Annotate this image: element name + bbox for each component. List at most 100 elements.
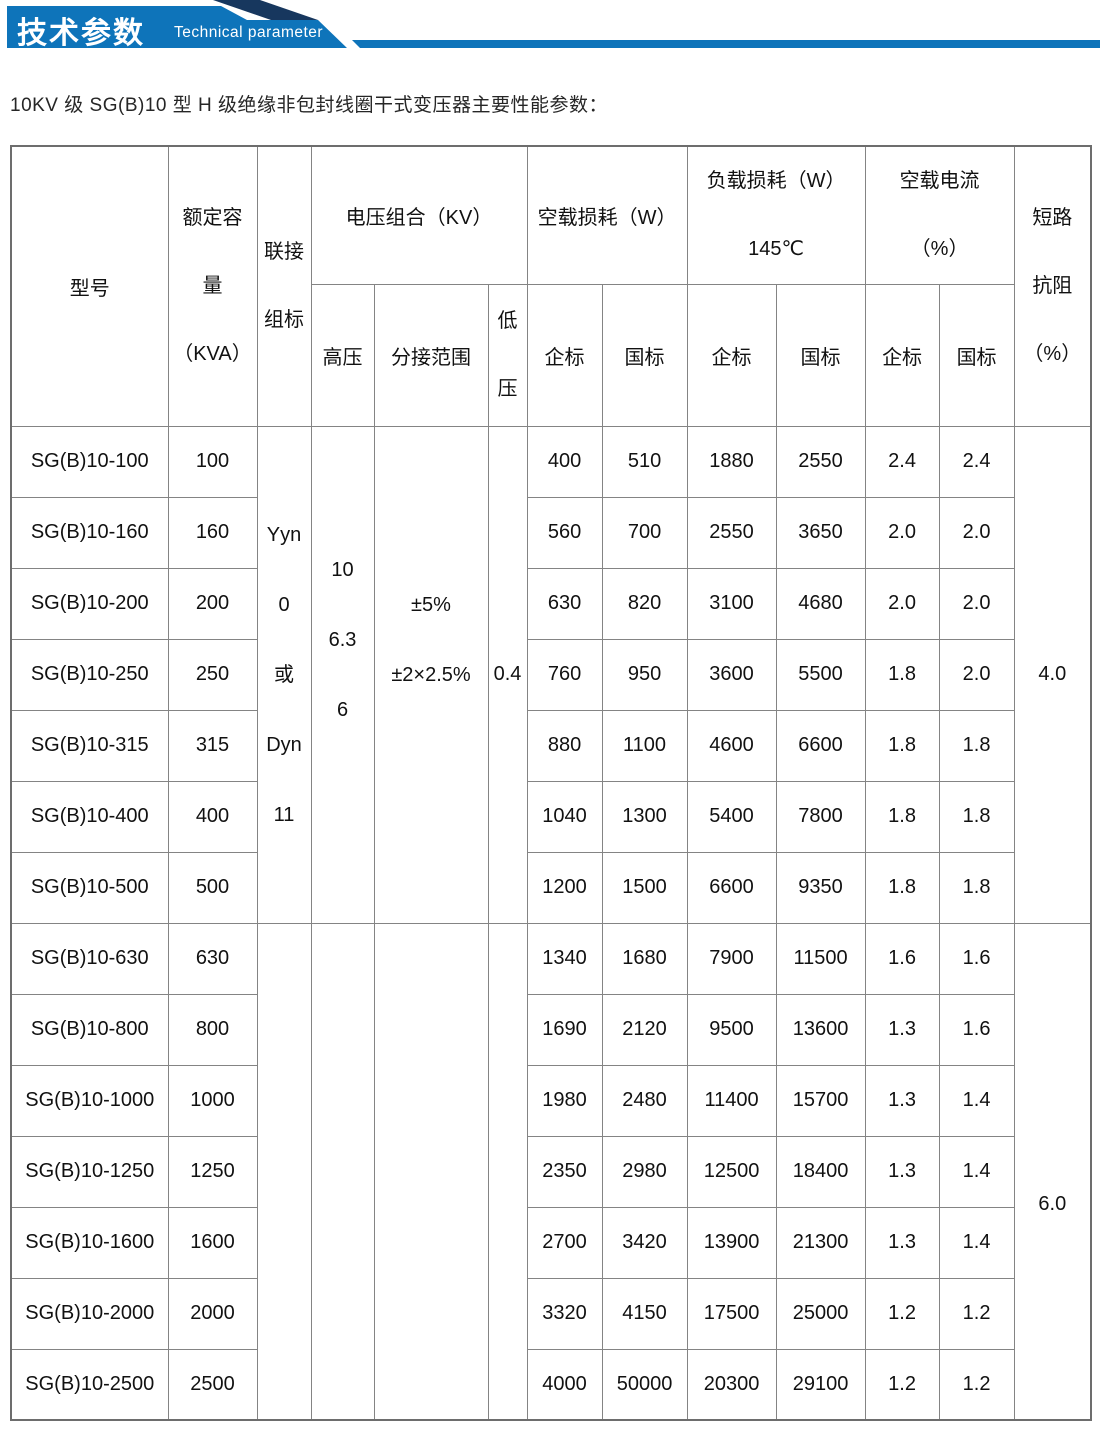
- header-nll-national: 国标: [601, 283, 688, 427]
- parameters-table: 型号 额定容 量 （KVA） 联接 组标 电压组合（KV） 空载损耗（W） 负载…: [10, 145, 1093, 1421]
- table-row: SG(B)10-2000 2000 3320 4150 17500 25000 …: [10, 1277, 1091, 1350]
- ll-national-cell: 29100: [775, 1348, 866, 1421]
- table-row: SG(B)10-500 500 1200 1500 6600 9350 1.8 …: [10, 851, 1091, 924]
- ll-national-cell: 11500: [775, 922, 866, 995]
- nll-enterprise-cell: 2350: [526, 1135, 603, 1208]
- nlc-enterprise-cell: 1.8: [864, 709, 940, 782]
- ll-enterprise-cell: 7900: [686, 922, 777, 995]
- nll-national-cell: 2980: [601, 1135, 688, 1208]
- banner-blue-tab-shape: [7, 6, 347, 48]
- hv-empty-cell: [310, 922, 375, 1421]
- header-nlc-national: 国标: [938, 283, 1015, 427]
- table-row: SG(B)10-160 160 560 700 2550 3650 2.0 2.…: [10, 496, 1091, 569]
- nlc-national-cell: 1.8: [938, 709, 1015, 782]
- nll-national-cell: 1500: [601, 851, 688, 924]
- banner-title-zh: 技术参数: [17, 17, 145, 50]
- nll-enterprise-cell: 2700: [526, 1206, 603, 1279]
- ll-enterprise-cell: 1880: [686, 425, 777, 498]
- tap-range-merged-value: ±5% ±2×2.5%: [391, 593, 471, 686]
- nlc-national-cell: 1.2: [938, 1348, 1015, 1421]
- nll-national-cell: 4150: [601, 1277, 688, 1350]
- table-row: SG(B)10-200 200 630 820 3100 4680 2.0 2.…: [10, 567, 1091, 640]
- nll-enterprise-cell: 4000: [526, 1348, 603, 1421]
- table-row: SG(B)10-1000 1000 1980 2480 11400 15700 …: [10, 1064, 1091, 1137]
- nll-enterprise-cell: 1340: [526, 922, 603, 995]
- nlc-national-cell: 1.4: [938, 1064, 1015, 1137]
- capacity-cell: 250: [167, 638, 258, 711]
- ll-national-cell: 15700: [775, 1064, 866, 1137]
- capacity-cell: 400: [167, 780, 258, 853]
- nll-national-cell: 700: [601, 496, 688, 569]
- hv-merged-cell: 10 6.3 6: [310, 425, 375, 924]
- ll-enterprise-cell: 3100: [686, 567, 777, 640]
- nlc-national-cell: 2.0: [938, 567, 1015, 640]
- header-capacity: 额定容 量 （KVA）: [167, 145, 258, 427]
- ll-enterprise-cell: 20300: [686, 1348, 777, 1421]
- nlc-enterprise-cell: 1.8: [864, 851, 940, 924]
- impedance-merged-cell-group1: 4.0: [1013, 425, 1092, 924]
- nlc-national-cell: 1.6: [938, 922, 1015, 995]
- ll-enterprise-cell: 2550: [686, 496, 777, 569]
- ll-national-cell: 3650: [775, 496, 866, 569]
- ll-enterprise-cell: 4600: [686, 709, 777, 782]
- ll-national-cell: 4680: [775, 567, 866, 640]
- nlc-enterprise-cell: 2.0: [864, 496, 940, 569]
- nlc-national-cell: 2.0: [938, 496, 1015, 569]
- table-row: SG(B)10-2500 2500 4000 50000 20300 29100…: [10, 1348, 1091, 1421]
- table-row: SG(B)10-250 250 760 950 3600 5500 1.8 2.…: [10, 638, 1091, 711]
- nll-national-cell: 50000: [601, 1348, 688, 1421]
- nll-national-cell: 1100: [601, 709, 688, 782]
- tap-range-empty-cell: [373, 922, 489, 1421]
- ll-national-cell: 9350: [775, 851, 866, 924]
- header-voltage-combo: 电压组合（KV）: [310, 145, 528, 285]
- vector-group-empty-cell: [256, 922, 312, 1421]
- capacity-cell: 200: [167, 567, 258, 640]
- nlc-enterprise-cell: 1.3: [864, 1206, 940, 1279]
- model-cell: SG(B)10-2500: [10, 1348, 169, 1421]
- model-cell: SG(B)10-500: [10, 851, 169, 924]
- hv-merged-value: 10 6.3 6: [328, 558, 357, 721]
- ll-enterprise-cell: 11400: [686, 1064, 777, 1137]
- model-cell: SG(B)10-200: [10, 567, 169, 640]
- table-row: SG(B)10-630 630 1340 1680 7900 11500 1.6…: [10, 922, 1092, 1421]
- model-cell: SG(B)10-630: [10, 922, 169, 995]
- ll-national-cell: 21300: [775, 1206, 866, 1279]
- ll-national-cell: 6600: [775, 709, 866, 782]
- table-row: SG(B)10-315 315 880 1100 4600 6600 1.8 1…: [10, 709, 1091, 782]
- capacity-cell: 315: [167, 709, 258, 782]
- nll-enterprise-cell: 1980: [526, 1064, 603, 1137]
- ll-national-cell: 5500: [775, 638, 866, 711]
- model-cell: SG(B)10-160: [10, 496, 169, 569]
- nlc-enterprise-cell: 1.3: [864, 993, 940, 1066]
- header-lv: 低 压: [487, 283, 528, 427]
- table-row: SG(B)10-800 800 1690 2120 9500 13600 1.3…: [10, 993, 1091, 1066]
- header-nll-enterprise: 企标: [526, 283, 603, 427]
- nll-enterprise-cell: 1040: [526, 780, 603, 853]
- nlc-national-cell: 1.4: [938, 1206, 1015, 1279]
- impedance-group2-value: 6.0: [1038, 1192, 1067, 1215]
- ll-enterprise-cell: 12500: [686, 1135, 777, 1208]
- header-tap-range: 分接范围: [373, 283, 489, 427]
- banner: 技术参数 Technical parameter: [0, 0, 1100, 50]
- model-cell: SG(B)10-400: [10, 780, 169, 853]
- nll-national-cell: 510: [601, 425, 688, 498]
- nll-enterprise-cell: 3320: [526, 1277, 603, 1350]
- nlc-enterprise-cell: 2.4: [864, 425, 940, 498]
- nll-national-cell: 2120: [601, 993, 688, 1066]
- capacity-cell: 160: [167, 496, 258, 569]
- model-cell: SG(B)10-1600: [10, 1206, 169, 1279]
- ll-enterprise-cell: 17500: [686, 1277, 777, 1350]
- nll-national-cell: 2480: [601, 1064, 688, 1137]
- nlc-enterprise-cell: 1.3: [864, 1135, 940, 1208]
- model-cell: SG(B)10-1000: [10, 1064, 169, 1137]
- model-cell: SG(B)10-1250: [10, 1135, 169, 1208]
- ll-national-cell: 2550: [775, 425, 866, 498]
- ll-national-cell: 25000: [775, 1277, 866, 1350]
- nll-enterprise-cell: 560: [526, 496, 603, 569]
- header-load-loss: 负载损耗（W） 145℃: [686, 145, 866, 285]
- model-cell: SG(B)10-250: [10, 638, 169, 711]
- capacity-cell: 800: [167, 993, 258, 1066]
- nll-enterprise-cell: 400: [526, 425, 603, 498]
- header-vector-group: 联接 组标: [256, 145, 312, 427]
